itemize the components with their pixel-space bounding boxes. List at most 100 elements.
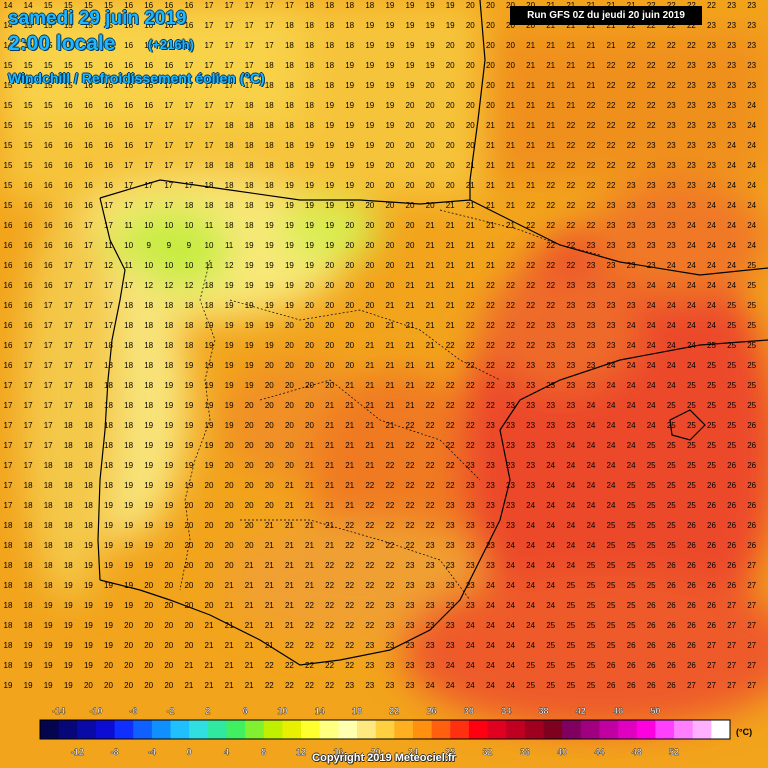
svg-text:16: 16 (4, 221, 13, 230)
svg-text:18: 18 (24, 601, 33, 610)
svg-text:18: 18 (225, 141, 234, 150)
svg-text:19: 19 (406, 1, 415, 10)
svg-text:22: 22 (426, 461, 435, 470)
svg-text:19: 19 (385, 1, 394, 10)
svg-text:16: 16 (84, 121, 93, 130)
svg-text:23: 23 (586, 241, 595, 250)
svg-text:23: 23 (385, 681, 394, 690)
svg-text:24: 24 (526, 621, 535, 630)
svg-text:20: 20 (325, 381, 334, 390)
svg-text:25: 25 (667, 521, 676, 530)
svg-text:20: 20 (426, 181, 435, 190)
svg-text:24: 24 (707, 301, 716, 310)
svg-text:25: 25 (727, 321, 736, 330)
svg-text:21: 21 (466, 201, 475, 210)
legend-swatch (338, 720, 358, 739)
svg-text:21: 21 (245, 601, 254, 610)
svg-text:18: 18 (305, 21, 314, 30)
svg-text:18: 18 (24, 501, 33, 510)
svg-text:26: 26 (687, 621, 696, 630)
svg-text:25: 25 (647, 541, 656, 550)
svg-text:18: 18 (245, 121, 254, 130)
svg-text:24: 24 (627, 441, 636, 450)
svg-text:25: 25 (707, 401, 716, 410)
svg-text:21: 21 (566, 21, 575, 30)
svg-text:19: 19 (446, 21, 455, 30)
legend-label: 8 (261, 747, 266, 757)
svg-text:23: 23 (607, 241, 616, 250)
svg-text:19: 19 (164, 421, 173, 430)
svg-text:17: 17 (184, 81, 193, 90)
svg-text:16: 16 (164, 1, 173, 10)
svg-text:21: 21 (365, 401, 374, 410)
svg-text:20: 20 (265, 441, 274, 450)
svg-text:18: 18 (104, 481, 113, 490)
svg-text:11: 11 (205, 221, 214, 230)
svg-text:21: 21 (526, 81, 535, 90)
svg-text:18: 18 (124, 441, 133, 450)
svg-text:21: 21 (566, 81, 575, 90)
svg-text:20: 20 (345, 361, 354, 370)
svg-text:18: 18 (24, 481, 33, 490)
svg-text:23: 23 (446, 501, 455, 510)
svg-text:22: 22 (486, 321, 495, 330)
svg-text:22: 22 (466, 441, 475, 450)
svg-text:17: 17 (104, 201, 113, 210)
borders (179, 209, 601, 601)
svg-text:22: 22 (446, 361, 455, 370)
svg-text:17: 17 (44, 401, 53, 410)
svg-text:21: 21 (406, 321, 415, 330)
svg-text:25: 25 (727, 421, 736, 430)
svg-text:18: 18 (245, 181, 254, 190)
svg-text:23: 23 (687, 81, 696, 90)
svg-text:18: 18 (124, 321, 133, 330)
legend-swatch (207, 720, 227, 739)
svg-text:17: 17 (44, 361, 53, 370)
svg-text:22: 22 (627, 81, 636, 90)
svg-text:22: 22 (526, 261, 535, 270)
svg-text:19: 19 (245, 281, 254, 290)
svg-text:20: 20 (205, 601, 214, 610)
svg-text:17: 17 (24, 381, 33, 390)
legend-label: 40 (557, 747, 567, 757)
value-grid: 14 14 15 15 15 15 16 16 16 16 17 17 17 17 17 18 18 18 18 19… (4, 1, 757, 690)
svg-text:22: 22 (607, 181, 616, 190)
svg-text:21: 21 (586, 61, 595, 70)
svg-text:17: 17 (184, 161, 193, 170)
svg-text:18: 18 (4, 661, 13, 670)
svg-text:24: 24 (687, 281, 696, 290)
legend-swatch (599, 720, 619, 739)
svg-text:24: 24 (727, 281, 736, 290)
svg-text:27: 27 (707, 641, 716, 650)
svg-text:23: 23 (486, 501, 495, 510)
svg-text:22: 22 (426, 501, 435, 510)
svg-text:24: 24 (647, 381, 656, 390)
svg-text:19: 19 (285, 301, 294, 310)
svg-text:19: 19 (325, 241, 334, 250)
svg-text:22: 22 (406, 441, 415, 450)
svg-text:26: 26 (707, 601, 716, 610)
svg-text:23: 23 (506, 421, 515, 430)
svg-text:22: 22 (265, 681, 274, 690)
svg-text:19: 19 (245, 341, 254, 350)
svg-text:10: 10 (184, 261, 193, 270)
svg-text:18: 18 (305, 41, 314, 50)
svg-text:20: 20 (466, 61, 475, 70)
svg-text:23: 23 (566, 401, 575, 410)
svg-text:15: 15 (44, 1, 53, 10)
svg-text:25: 25 (667, 481, 676, 490)
svg-text:22: 22 (607, 101, 616, 110)
svg-text:19: 19 (345, 161, 354, 170)
svg-text:21: 21 (225, 601, 234, 610)
svg-text:24: 24 (607, 361, 616, 370)
svg-text:18: 18 (104, 461, 113, 470)
svg-text:26: 26 (667, 561, 676, 570)
svg-text:19: 19 (205, 461, 214, 470)
svg-text:18: 18 (164, 341, 173, 350)
legend-swatch (543, 720, 563, 739)
svg-text:19: 19 (265, 241, 274, 250)
svg-text:15: 15 (4, 181, 13, 190)
svg-text:23: 23 (707, 101, 716, 110)
color-legend: -14 -10 -6 -2 2 6 10 14 18 22 26 30 34 38 42 46 50 -12 -8… (39, 706, 731, 757)
svg-text:26: 26 (707, 521, 716, 530)
